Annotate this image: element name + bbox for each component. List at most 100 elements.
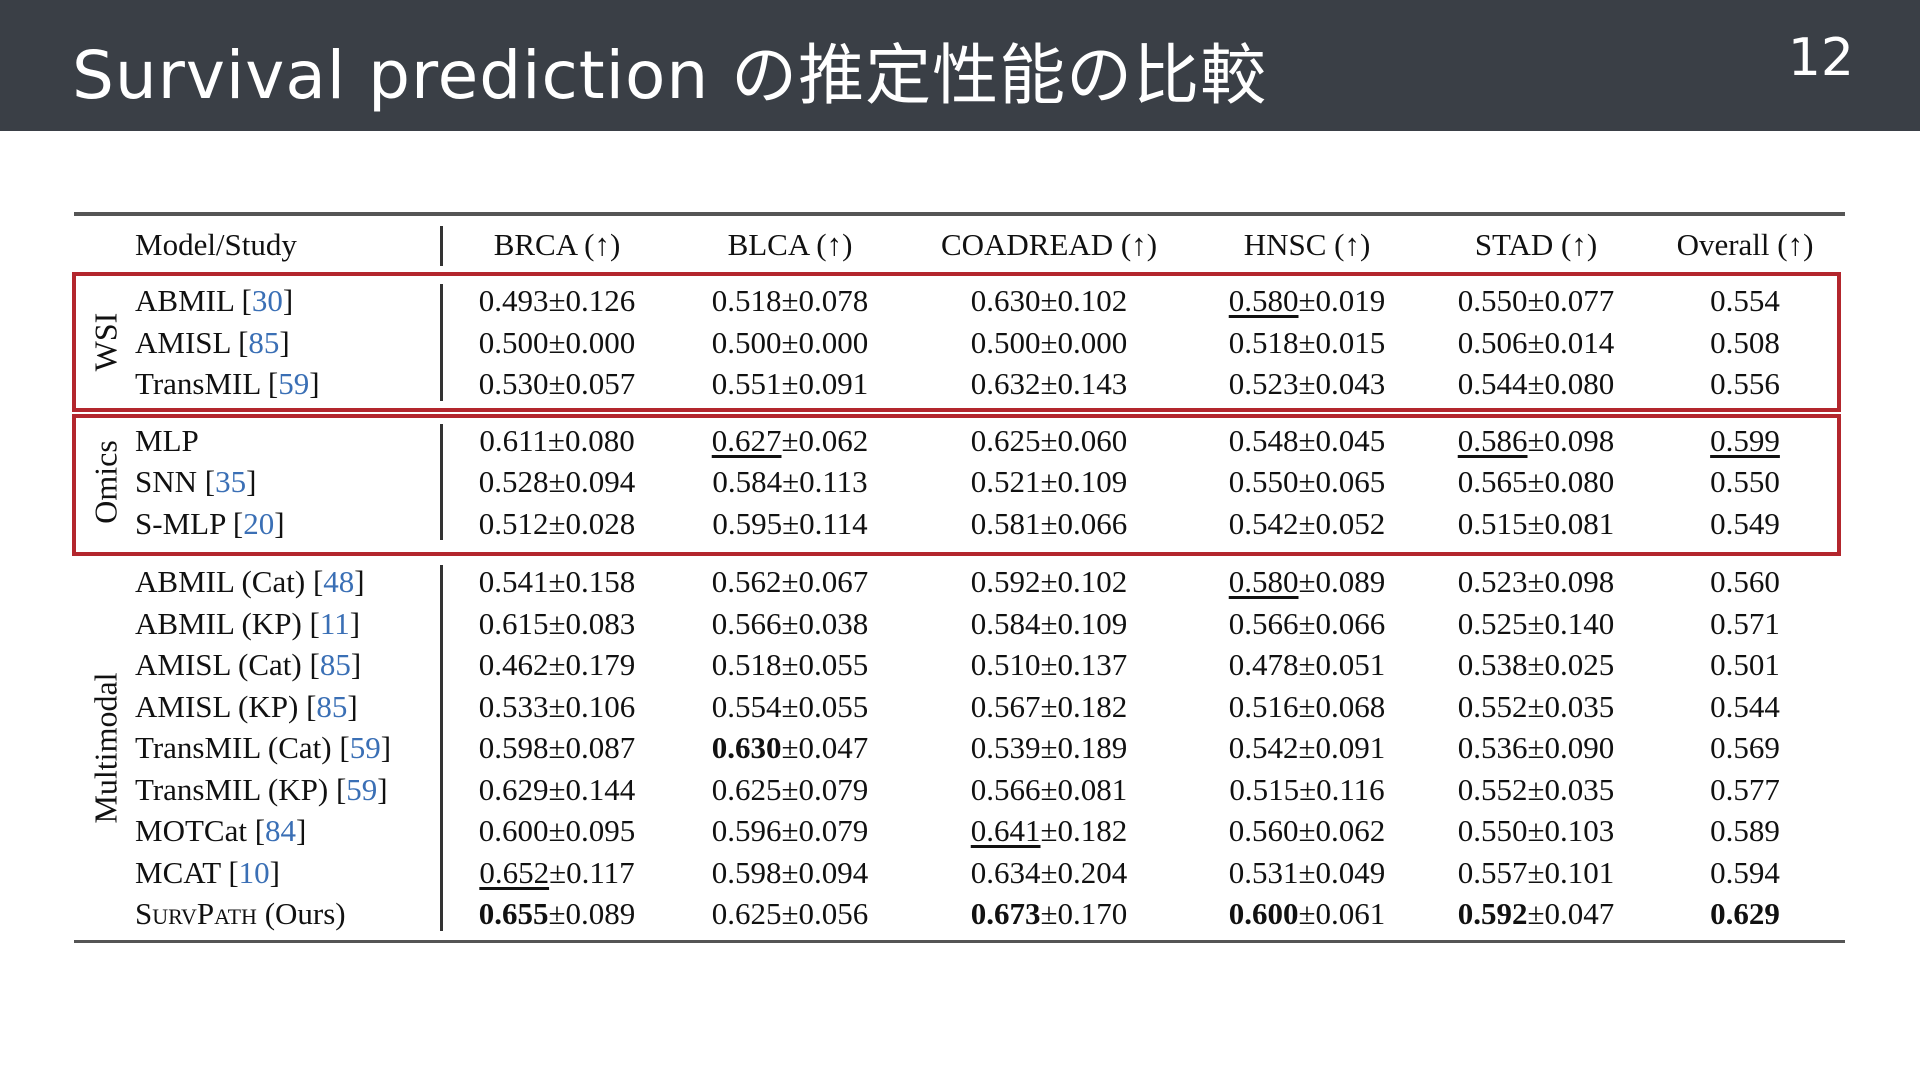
plus-minus: ±: [1040, 505, 1058, 541]
ref-bracket: ]: [296, 813, 307, 848]
model-name: SurvPath: [135, 896, 257, 931]
citation-link[interactable]: 59: [346, 771, 378, 807]
ref-bracket: ]: [377, 771, 388, 807]
plus-minus: ±: [1040, 688, 1058, 724]
score-std: 0.091: [1315, 730, 1386, 765]
model-name-cell: TransMIL (Cat) [59]: [135, 727, 391, 769]
score-mean: 0.528: [478, 464, 549, 499]
table-row: TransMIL [59] 0.530±0.057 0.551±0.091 0.632…: [0, 363, 1920, 405]
plus-minus: ±: [548, 688, 566, 724]
score-mean: 0.596: [711, 813, 782, 848]
plus-minus: ±: [1527, 366, 1545, 401]
citation-link[interactable]: 84: [265, 813, 297, 848]
score-mean: 0.655: [478, 896, 549, 931]
citation-link[interactable]: 30: [251, 283, 283, 318]
score-mean: 0.641: [970, 813, 1041, 848]
score-mean: 0.541: [478, 564, 549, 599]
score-std: 0.081: [1057, 771, 1128, 807]
score-std: 0.000: [1057, 324, 1128, 360]
citation-link[interactable]: 59: [349, 730, 381, 765]
score-cell: 0.525±0.140: [1458, 603, 1615, 645]
table-row: MLP 0.611±0.080 0.627±0.062 0.625±0.060 0.54…: [0, 420, 1920, 462]
citation-link[interactable]: 85: [319, 647, 351, 682]
model-name: AMISL (Cat): [135, 647, 302, 682]
score-std: 0.062: [1315, 813, 1386, 848]
score-cell: 0.550±0.077: [1458, 280, 1615, 322]
score-cell: 0.544±0.080: [1458, 363, 1615, 405]
score-std: 0.103: [1544, 813, 1615, 848]
citation-link[interactable]: 35: [215, 464, 247, 499]
ref-bracket: ]: [350, 647, 362, 682]
model-name: AMISL (KP): [135, 688, 299, 724]
citation-link[interactable]: 10: [238, 854, 270, 890]
score-std: 0.182: [1057, 688, 1128, 724]
plus-minus: ±: [1040, 730, 1058, 765]
table-row: ABMIL (Cat) [48] 0.541±0.158 0.562±0.067 0.…: [0, 561, 1920, 603]
score-mean: 0.493: [478, 283, 549, 318]
citation-link[interactable]: 20: [243, 505, 275, 541]
group-label: Multimodal: [87, 672, 124, 824]
plus-minus: ±: [781, 896, 799, 931]
ref-bracket: ]: [274, 505, 285, 541]
score-cell: 0.589: [1710, 810, 1780, 852]
plus-minus: ±: [1298, 813, 1316, 848]
model-name: ABMIL (KP): [135, 605, 302, 641]
score-cell: 0.549: [1710, 503, 1780, 545]
score-std: 0.000: [565, 324, 636, 360]
column-header: STAD (↑): [1474, 227, 1598, 262]
score-mean: 0.565: [1457, 464, 1528, 499]
score-mean: 0.549: [1710, 505, 1780, 541]
score-cell: 0.581±0.066: [971, 503, 1128, 545]
score-std: 0.137: [1057, 647, 1128, 682]
score-cell: 0.627±0.062: [712, 420, 869, 462]
score-cell: 0.530±0.057: [479, 363, 636, 405]
citation-link[interactable]: 85: [316, 688, 348, 724]
plus-minus: ±: [1527, 283, 1545, 318]
score-std: 0.113: [799, 464, 868, 499]
score-mean: 0.567: [970, 688, 1041, 724]
score-mean: 0.518: [711, 283, 782, 318]
score-std: 0.014: [1544, 324, 1615, 360]
score-std: 0.080: [1544, 366, 1615, 401]
score-cell: 0.634±0.204: [971, 852, 1128, 894]
score-std: 0.179: [565, 647, 636, 682]
plus-minus: ±: [1527, 896, 1545, 931]
plus-minus: ±: [1527, 730, 1545, 765]
score-mean: 0.506: [1457, 324, 1528, 360]
plus-minus: ±: [782, 505, 800, 541]
plus-minus: ±: [1298, 854, 1316, 890]
plus-minus: ±: [1298, 505, 1316, 541]
score-std: 0.091: [798, 366, 869, 401]
score-cell: 0.550±0.103: [1458, 810, 1615, 852]
score-cell: 0.542±0.091: [1229, 727, 1386, 769]
score-cell: 0.577: [1710, 769, 1780, 811]
score-cell: 0.551±0.091: [712, 363, 869, 405]
score-mean: 0.598: [478, 730, 549, 765]
plus-minus: ±: [1040, 771, 1058, 807]
score-cell: 0.508: [1710, 322, 1780, 364]
score-std: 0.047: [798, 730, 869, 765]
slide-header: Survival prediction の推定性能の比較 12: [0, 0, 1920, 131]
score-std: 0.068: [1315, 688, 1386, 724]
citation-link[interactable]: 11: [319, 605, 350, 641]
citation-link[interactable]: 48: [323, 564, 355, 599]
column-header: Model/Study: [135, 227, 297, 262]
score-cell: 0.539±0.189: [971, 727, 1128, 769]
ref-bracket: ]: [349, 605, 361, 641]
score-mean: 0.625: [711, 896, 782, 931]
score-cell: 0.673±0.170: [971, 893, 1128, 935]
score-mean: 0.552: [1457, 771, 1528, 807]
table-row: AMISL (KP) [85] 0.533±0.106 0.554±0.055 0.5…: [0, 686, 1920, 728]
score-cell: 0.580±0.089: [1229, 561, 1386, 603]
citation-link[interactable]: 85: [248, 324, 280, 360]
header-separator: [440, 226, 443, 266]
table-row: ABMIL (KP) [11] 0.615±0.083 0.566±0.038 0.5…: [0, 603, 1920, 645]
score-mean: 0.629: [1710, 896, 1780, 931]
score-mean: 0.525: [1457, 605, 1528, 641]
score-cell: 0.615±0.083: [479, 603, 636, 645]
score-cell: 0.566±0.081: [971, 769, 1128, 811]
score-std: 0.055: [798, 688, 869, 724]
citation-link[interactable]: 59: [278, 366, 310, 401]
score-mean: 0.551: [711, 366, 782, 401]
score-cell: 0.500±0.000: [971, 322, 1128, 364]
